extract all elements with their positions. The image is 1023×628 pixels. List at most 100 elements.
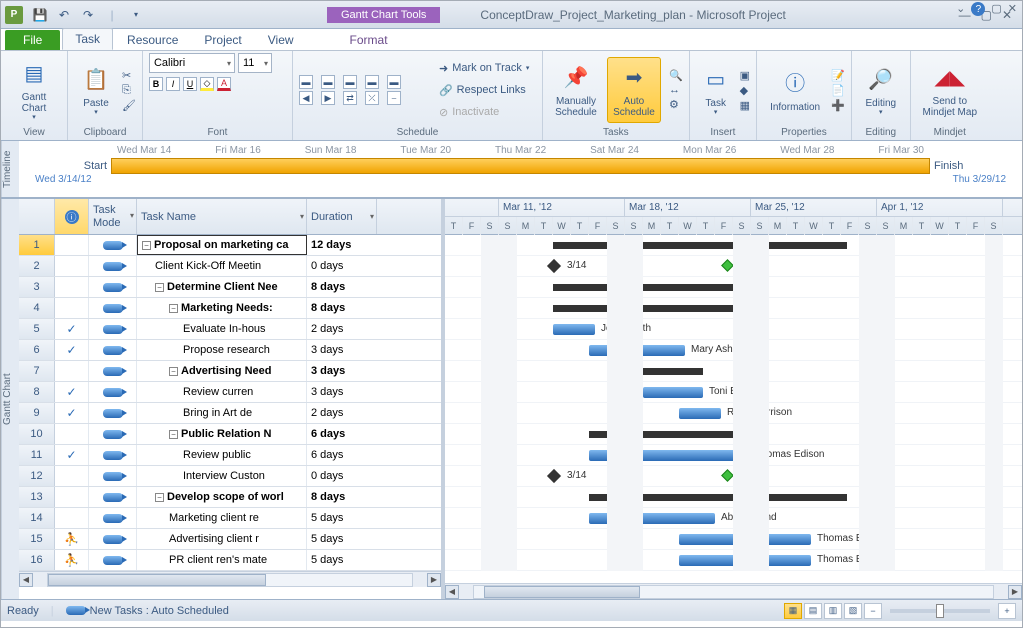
task-mode-cell[interactable] — [89, 508, 137, 528]
timeline-bar[interactable] — [111, 158, 930, 174]
row-number[interactable]: 5 — [19, 319, 55, 339]
task-name-cell[interactable]: Client Kick-Off Meetin — [137, 256, 307, 276]
zoom-out-button[interactable]: − — [864, 603, 882, 619]
pct100-button[interactable]: ▬ — [387, 75, 401, 89]
redo-icon[interactable]: ↷ — [77, 4, 99, 26]
table-row[interactable]: 4−Marketing Needs:8 days — [19, 298, 441, 319]
task-mode-cell[interactable] — [89, 235, 137, 255]
milestone-marker[interactable] — [547, 469, 561, 483]
row-number[interactable]: 6 — [19, 340, 55, 360]
row-number[interactable]: 13 — [19, 487, 55, 507]
task-name-cell[interactable]: Advertising client r — [137, 529, 307, 549]
duration-cell[interactable]: 5 days — [307, 529, 377, 549]
duration-cell[interactable]: 5 days — [307, 550, 377, 570]
task-name-cell[interactable]: Bring in Art de — [137, 403, 307, 423]
duration-cell[interactable]: 0 days — [307, 466, 377, 486]
collapse-icon[interactable]: − — [155, 493, 164, 502]
row-number[interactable]: 11 — [19, 445, 55, 465]
row-number[interactable]: 10 — [19, 424, 55, 444]
table-row[interactable]: 9✓Bring in Art de2 days — [19, 403, 441, 424]
duration-cell[interactable]: 6 days — [307, 424, 377, 444]
duration-cell[interactable]: 2 days — [307, 319, 377, 339]
deadline-marker[interactable] — [721, 259, 734, 272]
qat-dropdown-icon[interactable]: ▾ — [125, 4, 147, 26]
underline-button[interactable]: U — [183, 77, 197, 91]
scroll-right-icon[interactable]: ▶ — [427, 573, 441, 587]
summary-bar[interactable] — [643, 368, 703, 375]
bold-button[interactable]: B — [149, 77, 163, 91]
task-mode-cell[interactable] — [89, 277, 137, 297]
gantt-chart-button[interactable]: ▤ Gantt Chart▾ — [7, 57, 61, 123]
milestone-marker[interactable] — [547, 259, 561, 273]
rownum-header[interactable] — [19, 199, 55, 234]
row-number[interactable]: 8 — [19, 382, 55, 402]
task-mode-cell[interactable] — [89, 298, 137, 318]
timeline-add-icon[interactable]: ➕ — [831, 99, 845, 112]
table-row[interactable]: 10 −Public Relation N6 days — [19, 424, 441, 445]
task-mode-header[interactable]: Task Mode▾ — [89, 199, 137, 234]
table-row[interactable]: 14Marketing client re5 days — [19, 508, 441, 529]
tab-project[interactable]: Project — [192, 30, 253, 50]
cut-icon[interactable]: ✂ — [122, 69, 136, 82]
table-row[interactable]: 6✓Propose research3 days — [19, 340, 441, 361]
task-name-cell[interactable]: −Determine Client Nee — [137, 277, 307, 297]
font-name-combo[interactable]: Calibri — [149, 53, 235, 73]
duration-cell[interactable]: 8 days — [307, 487, 377, 507]
collapse-icon[interactable]: − — [169, 430, 178, 439]
task-mode-cell[interactable] — [89, 550, 137, 570]
duration-cell[interactable]: 12 days — [307, 235, 377, 255]
duration-cell[interactable]: 2 days — [307, 403, 377, 423]
view-team-planner-button[interactable]: ▥ — [824, 603, 842, 619]
duration-cell[interactable]: 5 days — [307, 508, 377, 528]
table-row[interactable]: 5✓Evaluate In-hous2 days — [19, 319, 441, 340]
minimize-ribbon-icon[interactable]: ⌄ — [956, 2, 965, 16]
row-number[interactable]: 1 — [19, 235, 55, 255]
help-icon[interactable]: ? — [971, 2, 985, 16]
manually-schedule-button[interactable]: 📌 Manually Schedule — [549, 57, 603, 123]
task-mode-cell[interactable] — [89, 424, 137, 444]
duration-cell[interactable]: 8 days — [307, 277, 377, 297]
information-button[interactable]: ⓘ Information — [763, 57, 827, 123]
scroll-left-icon[interactable]: ◀ — [19, 573, 33, 587]
deliverable-icon[interactable]: ▦ — [740, 99, 750, 112]
table-row[interactable]: 15⛹Advertising client r5 days — [19, 529, 441, 550]
table-hscroll[interactable]: ◀ ▶ — [19, 571, 441, 587]
scroll-left-icon[interactable]: ◀ — [445, 585, 459, 599]
table-row[interactable]: 2Client Kick-Off Meetin0 days — [19, 256, 441, 277]
unlink-button[interactable]: ⤫ — [365, 91, 379, 105]
row-number[interactable]: 3 — [19, 277, 55, 297]
collapse-icon[interactable]: − — [142, 241, 151, 250]
task-name-cell[interactable]: −Proposal on marketing ca — [137, 235, 307, 255]
row-number[interactable]: 16 — [19, 550, 55, 570]
table-row[interactable]: 7−Advertising Need3 days — [19, 361, 441, 382]
pct0-button[interactable]: ▬ — [299, 75, 313, 89]
task-name-header[interactable]: Task Name▾ — [137, 199, 307, 234]
task-name-cell[interactable]: Review public — [137, 445, 307, 465]
duration-cell[interactable]: 3 days — [307, 361, 377, 381]
task-name-cell[interactable]: −Public Relation N — [137, 424, 307, 444]
inactivate-button[interactable]: ⊘Inactivate — [439, 102, 529, 122]
table-row[interactable]: 13−Develop scope of worl8 days — [19, 487, 441, 508]
mindjet-button[interactable]: ◢◣ Send to Mindjet Map — [917, 57, 983, 123]
editing-button[interactable]: 🔎 Editing▾ — [858, 57, 904, 123]
summary-icon[interactable]: ▣ — [740, 69, 750, 82]
fill-color-button[interactable]: ◇ — [200, 77, 214, 91]
task-mode-cell[interactable] — [89, 403, 137, 423]
zoom-in-button[interactable]: + — [998, 603, 1016, 619]
duration-cell[interactable]: 8 days — [307, 298, 377, 318]
task-bar[interactable] — [553, 324, 595, 335]
mark-on-track-button[interactable]: ➜Mark on Track▾ — [439, 58, 529, 78]
table-row[interactable]: 11✓Review public6 days — [19, 445, 441, 466]
task-mode-cell[interactable] — [89, 529, 137, 549]
view-task-usage-button[interactable]: ▤ — [804, 603, 822, 619]
task-mode-cell[interactable] — [89, 466, 137, 486]
deadline-marker[interactable] — [721, 469, 734, 482]
respect-links-button[interactable]: 🔗Respect Links — [439, 80, 529, 100]
row-number[interactable]: 7 — [19, 361, 55, 381]
duration-header[interactable]: Duration▾ — [307, 199, 377, 234]
gantt-hscroll[interactable]: ◀ ▶ — [445, 583, 1022, 599]
mode-icon[interactable]: ⚙ — [669, 98, 683, 111]
view-gantt-button[interactable]: ▦ — [784, 603, 802, 619]
split-button[interactable]: ⎯ — [387, 91, 401, 105]
table-row[interactable]: 1 −Proposal on marketing ca12 days — [19, 235, 441, 256]
